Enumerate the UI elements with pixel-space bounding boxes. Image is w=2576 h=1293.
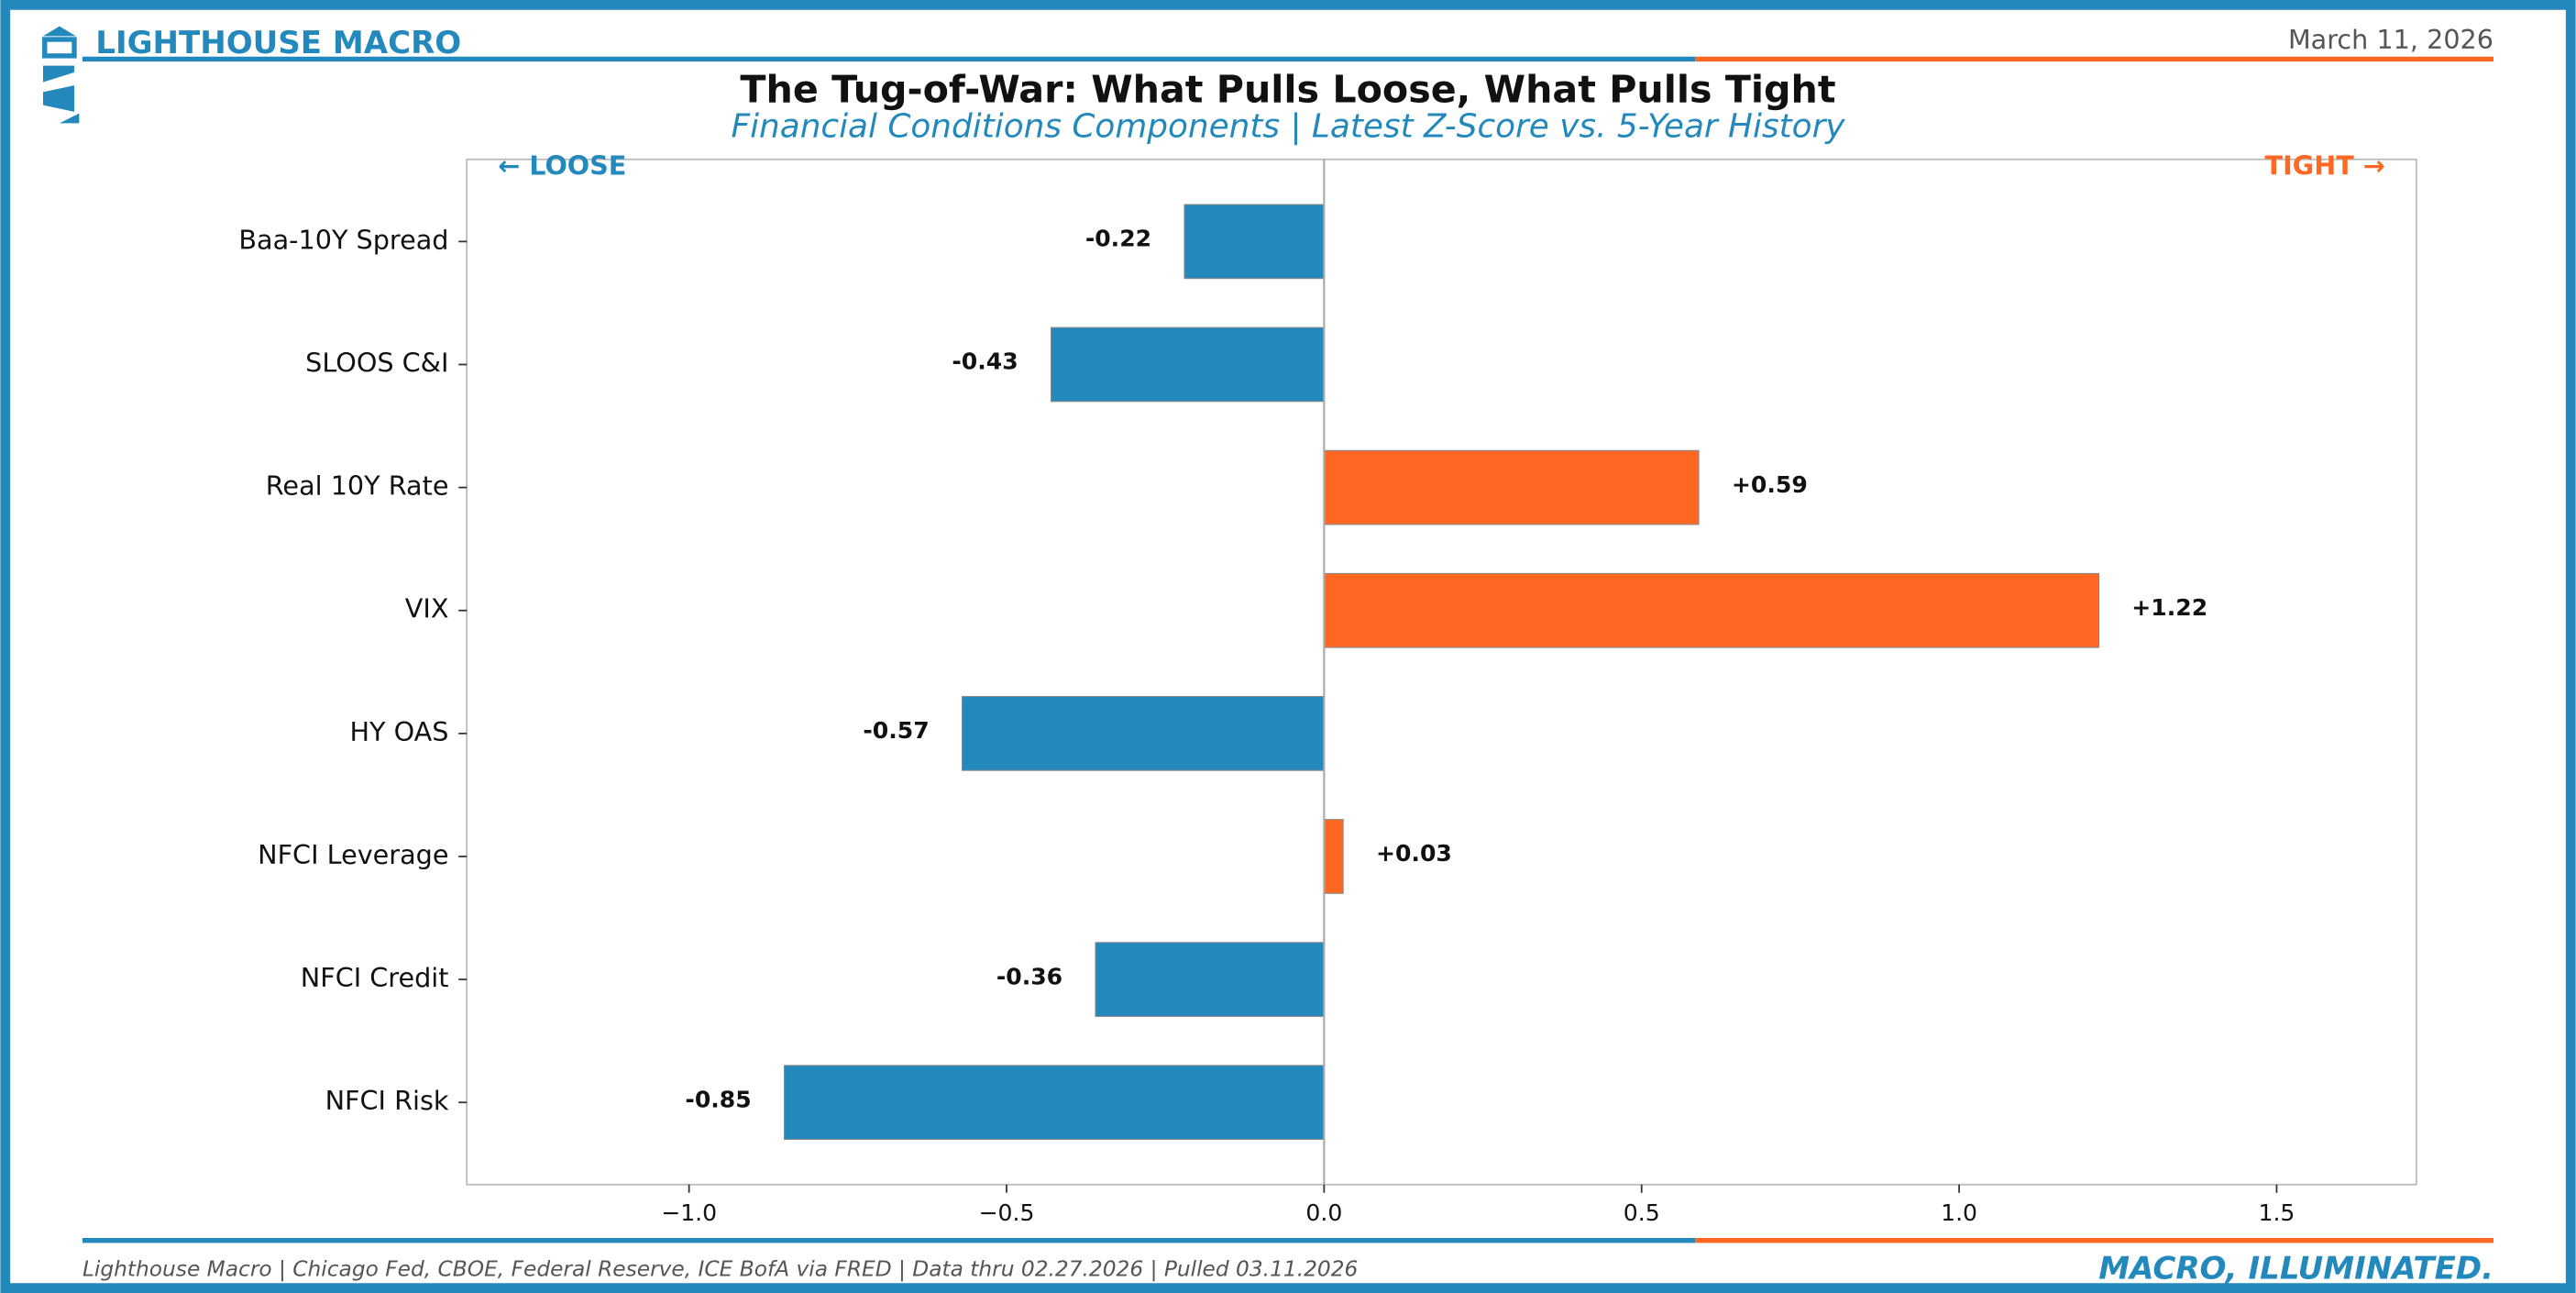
- tagline: MACRO, ILLUMINATED.: [2098, 1250, 2493, 1287]
- chart-subtitle: Financial Conditions Components | Latest…: [731, 108, 1845, 146]
- y-tick-label: HY OAS: [349, 716, 448, 747]
- value-label: -0.22: [1085, 226, 1151, 252]
- y-tick-label: Real 10Y Rate: [266, 470, 449, 502]
- value-label: +1.22: [2131, 594, 2207, 621]
- x-tick-label: −1.0: [661, 1199, 717, 1226]
- source: Lighthouse Macro | Chicago Fed, CBOE, Fe…: [83, 1256, 1358, 1281]
- chart-title: The Tug-of-War: What Pulls Loose, What P…: [740, 67, 1835, 111]
- date: March 11, 2026: [2288, 24, 2493, 55]
- bar: [1095, 942, 1325, 1017]
- x-tick-label: 0.5: [1624, 1199, 1660, 1226]
- brand: LIGHTHOUSE MACRO: [95, 25, 461, 61]
- value-label: -0.36: [996, 963, 1062, 989]
- bar: [1323, 449, 1700, 525]
- y-tick-label: SLOOS C&I: [305, 347, 448, 378]
- bar: [1183, 204, 1325, 280]
- x-tick-label: 1.0: [1941, 1199, 1977, 1226]
- loose-annotation: ← LOOSE: [498, 150, 626, 182]
- tight-annotation: TIGHT →: [2265, 150, 2385, 182]
- bar: [1323, 572, 2100, 648]
- value-label: +0.59: [1732, 471, 1808, 498]
- value-label: +0.03: [1376, 840, 1452, 867]
- bar: [961, 695, 1325, 771]
- y-tick-label: NFCI Credit: [301, 962, 449, 993]
- x-tick-label: −0.5: [979, 1199, 1035, 1226]
- logo: [42, 26, 80, 124]
- x-tick-label: 0.0: [1305, 1199, 1342, 1226]
- y-tick-label: VIX: [405, 593, 449, 624]
- x-tick-label: 1.5: [2258, 1199, 2295, 1226]
- y-tick-label: Baa-10Y Spread: [238, 224, 448, 255]
- bar: [784, 1065, 1325, 1141]
- bar: [1050, 326, 1325, 403]
- value-label: -0.85: [685, 1086, 751, 1112]
- value-label: -0.57: [863, 717, 929, 744]
- plot-area: [466, 158, 2417, 1186]
- bar: [1323, 819, 1344, 894]
- y-tick-label: NFCI Risk: [325, 1085, 449, 1116]
- value-label: -0.43: [952, 348, 1018, 375]
- y-tick-label: NFCI Leverage: [258, 839, 448, 870]
